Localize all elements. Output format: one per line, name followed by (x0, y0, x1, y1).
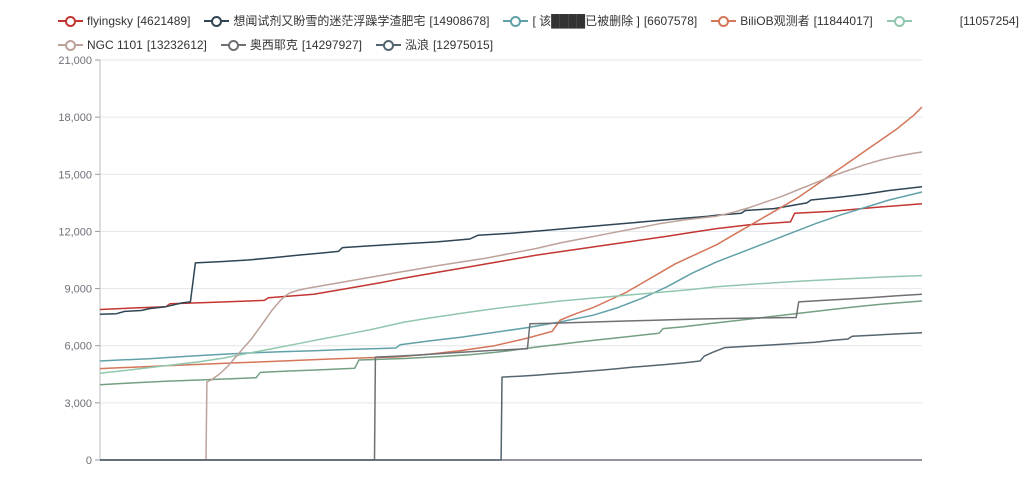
legend-series-name: 想闻试剂又盼雪的迷茫浮躁学渣肥宅 (233, 14, 426, 28)
legend-series-name: 奥西耶克 (249, 38, 298, 52)
y-axis-label: 18,000 (58, 112, 92, 124)
legend-series-name: flyingsky (87, 13, 134, 28)
legend-line-circle-icon (58, 39, 83, 51)
legend-series-name: 泓浪 (404, 38, 429, 52)
legend-item-series-2[interactable]: [ 该████已被删除 ] [6607578] (503, 12, 697, 29)
legend-item-series-7[interactable]: 奥西耶克 [14297927] (220, 36, 362, 53)
legend-line-circle-icon (375, 39, 401, 51)
legend-series-id: [14297927] (301, 37, 362, 52)
legend-series-id: [13232612] (146, 37, 207, 52)
legend-series-id: [11057254] (959, 13, 1019, 28)
legend-line-circle-icon (711, 15, 737, 27)
y-axis-label: 9,000 (64, 284, 92, 296)
legend-row: flyingsky [4621489] 想闻试剂又盼雪的迷茫浮躁学渣肥宅 [14908… (58, 12, 1019, 29)
legend-item-series-4[interactable]: [11057254] (886, 13, 1019, 28)
legend-item-series-6[interactable]: NGC 1101 [13232612] (58, 38, 207, 52)
legend-line-circle-icon (58, 15, 83, 27)
legend-line-circle-icon (503, 15, 529, 27)
chart-legend: flyingsky [4621489] 想闻试剂又盼雪的迷茫浮躁学渣肥宅 [14908… (58, 12, 1019, 60)
legend-series-id: [14908678] (429, 13, 490, 28)
legend-series-id: [4621489] (137, 13, 191, 28)
legend-series-id: [6607578] (643, 13, 698, 28)
series-line-6 (100, 151, 923, 461)
legend-line-circle-icon (204, 15, 230, 27)
y-axis-label: 0 (86, 455, 92, 467)
series-line-0 (99, 203, 923, 311)
series-line-8 (100, 332, 923, 461)
legend-item-series-1[interactable]: 想闻试剂又盼雪的迷茫浮躁学渣肥宅 [14908678] (204, 12, 489, 29)
y-axis-label: 3,000 (64, 398, 92, 410)
series-line-2 (99, 191, 923, 362)
legend-series-id: [11844017] (813, 13, 873, 28)
legend-item-series-8[interactable]: 泓浪 [12975015] (375, 36, 494, 53)
legend-line-circle-icon (220, 39, 246, 51)
y-axis-label: 12,000 (58, 226, 92, 238)
y-axis-label: 6,000 (64, 341, 92, 353)
series-line-4 (99, 274, 923, 375)
series-line-7 (100, 293, 923, 461)
y-axis-label: 21,000 (58, 55, 92, 67)
legend-item-series-3[interactable]: BiliOB观测者 [11844017] (711, 12, 873, 29)
legend-series-name: NGC 1101 (87, 37, 143, 52)
legend-row: NGC 1101 [13232612] 奥西耶克 [14297927] 泓浪 [12975… (58, 36, 1008, 53)
legend-series-name: BiliOB观测者 (740, 14, 810, 28)
legend-line-circle-icon (886, 15, 912, 27)
y-axis-label: 15,000 (58, 169, 92, 181)
legend-series-name: [ 该████已被删除 ] (532, 14, 640, 28)
series-line-5 (99, 300, 923, 386)
legend-series-id: [12975015] (432, 37, 494, 52)
series-line-1 (99, 185, 923, 316)
legend-item-series-0[interactable]: flyingsky [4621489] (58, 14, 190, 28)
